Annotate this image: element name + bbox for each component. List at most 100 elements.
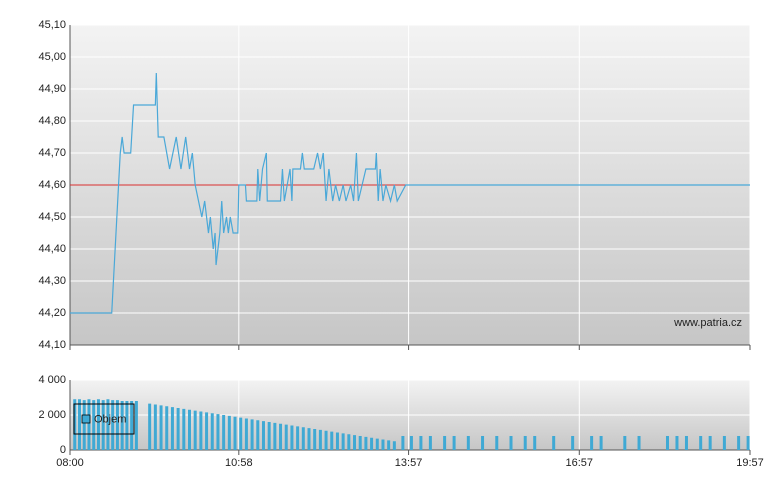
volume-bar [193,410,197,450]
y-tick-label: 4 000 [38,374,66,386]
volume-bar [165,406,169,450]
volume-bar [509,436,513,450]
volume-bar [466,436,470,450]
volume-bar [73,399,77,450]
volume-bar [96,399,100,450]
volume-bar [495,436,499,450]
volume-bar [722,436,726,450]
volume-bar [159,405,163,450]
volume-bar [708,436,712,450]
volume-bar [737,436,741,450]
volume-bar [170,407,174,450]
volume-bar [111,400,115,450]
volume-bar [87,399,91,450]
volume-bar [279,423,283,450]
legend-box [73,403,135,435]
volume-bar [552,436,556,450]
y-tick-label: 45,00 [38,51,66,63]
volume-bar [358,436,362,450]
volume-bar [637,436,641,450]
volume-bar [746,436,750,450]
x-tick-label: 08:00 [56,457,84,469]
y-tick-label: 44,10 [38,339,66,351]
volume-bar [134,401,138,450]
volume-bar [148,403,152,450]
volume-bar [341,433,345,450]
y-tick-label: 44,50 [38,211,66,223]
volume-bar [261,421,265,450]
volume-bar [244,418,248,450]
volume-bar [250,419,254,450]
volume-bar [77,399,81,450]
volume-bar [375,438,379,450]
volume-bar [106,399,110,450]
volume-bar [443,436,447,450]
volume-bar [239,417,243,450]
volume-bar [307,428,311,450]
volume-bar [392,441,396,450]
volume-bar [284,424,288,450]
volume-bar [125,401,129,450]
watermark: www.patria.cz [673,317,742,329]
volume-bar [256,420,260,450]
volume-bar [353,435,357,450]
price-line [70,72,750,314]
x-tick-label: 10:58 [225,457,253,469]
volume-bar [623,436,627,450]
volume-bar [153,404,157,450]
volume-bar [571,436,575,450]
volume-bar [409,436,413,450]
volume-bar [347,434,351,450]
volume-bar [92,400,96,450]
volume-bar [364,436,368,450]
volume-bar [381,439,385,450]
volume-bar [296,426,300,450]
volume-bar [370,437,374,450]
volume-bar [318,429,322,450]
volume-bar [182,408,186,450]
volume-bar [273,422,277,450]
volume-bar [130,401,134,450]
volume-bar [101,400,105,450]
y-tick-label: 44,40 [38,243,66,255]
volume-bar [324,430,328,450]
legend-label: Objem [94,413,126,425]
y-tick-label: 0 [60,444,66,456]
x-tick-label: 16:57 [566,457,594,469]
volume-bar [533,436,537,450]
y-tick-label: 44,60 [38,179,66,191]
volume-bar [335,432,339,450]
volume-bar [481,436,485,450]
volume-bar [401,436,405,450]
volume-bar [199,411,203,450]
volume-bar [313,429,317,450]
volume-bar [523,436,527,450]
volume-bar [684,436,688,450]
y-tick-label: 44,20 [38,307,66,319]
volume-bar [699,436,703,450]
volume-bar [233,416,237,450]
volume-bar [82,400,86,450]
volume-bar [387,440,391,450]
volume-bar [115,400,119,450]
y-tick-label: 44,90 [38,83,66,95]
volume-bar [665,436,669,450]
volume-bar [301,427,305,450]
legend-swatch [81,414,91,424]
volume-bar [452,436,456,450]
volume-bar [290,425,294,450]
y-tick-label: 44,30 [38,275,66,287]
volume-bar [210,413,214,450]
volume-bar [675,436,679,450]
volume-bar [187,409,191,450]
volume-bar [120,401,124,450]
volume-bar [599,436,603,450]
volume-bar [205,412,209,450]
x-tick-label: 19:57 [736,457,764,469]
volume-bar [216,414,220,450]
volume-bar [590,436,594,450]
volume-bar [176,408,180,450]
volume-bar [428,436,432,450]
y-tick-label: 2 000 [38,409,66,421]
x-tick-label: 13:57 [395,457,423,469]
